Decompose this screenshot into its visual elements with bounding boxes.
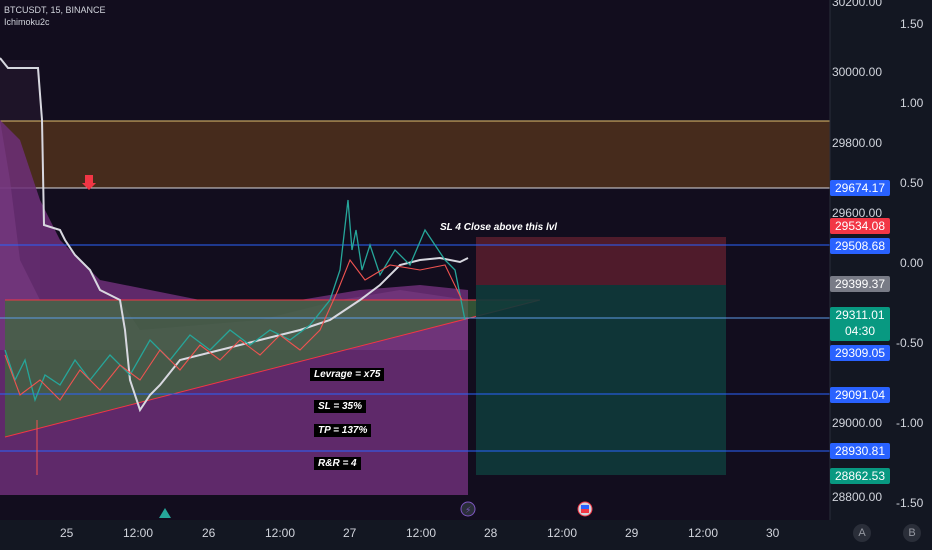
price-tag: 28930.81 (830, 443, 890, 459)
auto-scale-button[interactable]: A (853, 524, 871, 542)
time-tick: 12:00 (123, 526, 154, 540)
leverage-label[interactable]: Levrage = x75 (310, 368, 385, 381)
price-tag: 29534.08 (830, 218, 890, 234)
osc-tick: -0.50 (896, 336, 924, 350)
price-tick: 29000.00 (831, 416, 882, 430)
stop-zone (476, 237, 726, 285)
take-profit-label[interactable]: TP = 137% (314, 424, 372, 437)
osc-tick: 0.00 (900, 256, 924, 270)
time-tick: 25 (60, 526, 74, 540)
price-tag: 29309.05 (830, 345, 890, 361)
time-tick: 27 (343, 526, 357, 540)
price-tag: 29674.17 (830, 180, 890, 196)
price-tick: 30000.00 (831, 65, 882, 79)
price-tick: 29600.00 (831, 206, 882, 220)
lightning-event-icon[interactable] (460, 501, 476, 517)
last-price-value: 29311.01 (835, 308, 885, 322)
time-tick: 12:00 (406, 526, 437, 540)
price-tag: 29091.04 (830, 387, 890, 403)
price-tag: 29508.68 (830, 238, 890, 254)
price-tag: 29399.37 (830, 276, 890, 292)
osc-tick: 1.50 (900, 17, 924, 31)
osc-tick: -1.00 (896, 416, 924, 430)
price-tick: 29800.00 (831, 136, 882, 150)
stop-loss-label[interactable]: SL = 35% (314, 400, 367, 413)
time-tick: 30 (766, 526, 780, 540)
last-price-tag: 29311.01 04:30 (830, 307, 890, 341)
risk-reward-label[interactable]: R&R = 4 (314, 457, 361, 470)
osc-tick: 1.00 (900, 96, 924, 110)
price-series-red (4, 258, 463, 401)
time-tick: 29 (625, 526, 639, 540)
time-tick: 12:00 (688, 526, 719, 540)
time-tick: 12:00 (547, 526, 578, 540)
triangle-support-line (4, 299, 541, 438)
bar-countdown: 04:30 (844, 324, 876, 338)
time-tick: 26 (202, 526, 216, 540)
price-tag: 28862.53 (830, 468, 890, 484)
symbol-title[interactable]: BTCUSDT, 15, BINANCE (4, 5, 106, 15)
osc-tick: 0.50 (900, 176, 924, 190)
price-tick: 28800.00 (831, 490, 882, 504)
indicator-title[interactable]: Ichimoku2c (4, 17, 50, 27)
resistance-zone (0, 121, 830, 188)
osc-tick: -1.50 (896, 496, 924, 510)
stop-loss-note[interactable]: SL 4 Close above this lvl (440, 222, 558, 233)
up-triangle-marker-icon (159, 508, 171, 518)
log-scale-button[interactable]: B (903, 524, 921, 542)
time-tick: 12:00 (265, 526, 296, 540)
target-zone (476, 285, 726, 475)
time-tick: 28 (484, 526, 498, 540)
price-tick: 30200.00 (831, 0, 882, 9)
down-arrow-marker-icon (82, 175, 96, 190)
kijun-line (0, 57, 469, 413)
svg-text:⚡: ⚡ (465, 506, 471, 516)
